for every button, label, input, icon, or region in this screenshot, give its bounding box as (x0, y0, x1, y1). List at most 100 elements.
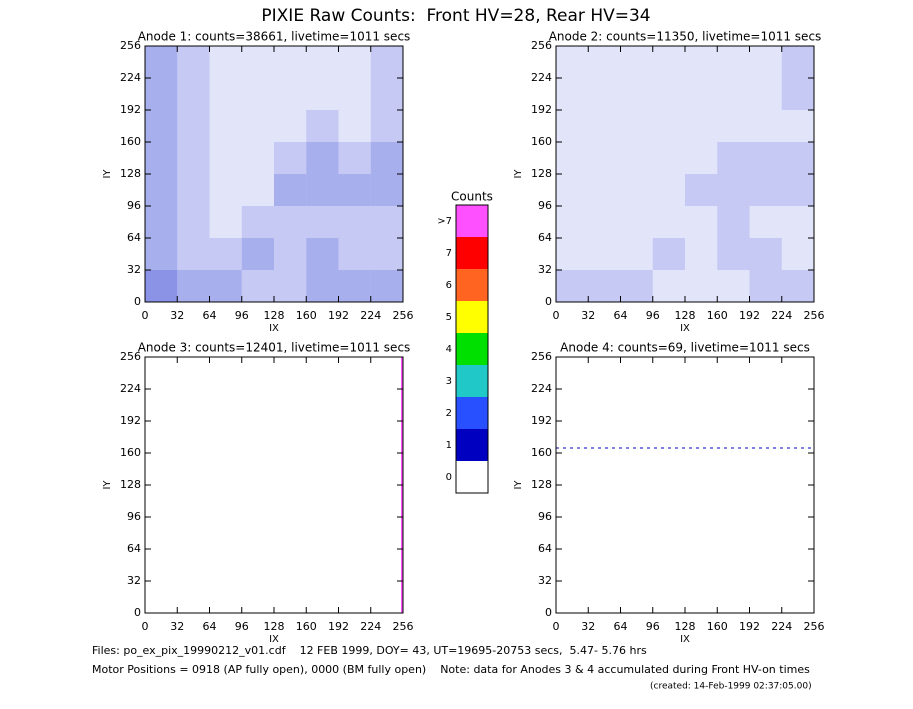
density-cell (781, 110, 814, 142)
density-cell (241, 206, 274, 238)
y-axis-label: IY (513, 480, 524, 490)
colorbar-label: 4 (446, 344, 452, 355)
y-tick-label: 32 (127, 574, 141, 587)
density-cell (781, 46, 814, 78)
density-cell (588, 238, 621, 270)
footer-created: (created: 14-Feb-1999 02:37:05.00) (650, 682, 812, 692)
density-cell (717, 78, 750, 110)
panel-title: Anode 1: counts=38661, livetime=1011 sec… (138, 30, 411, 44)
x-tick-label: 160 (296, 620, 317, 633)
density-cell (241, 46, 274, 78)
y-tick-label: 192 (531, 103, 552, 116)
density-cell (338, 78, 371, 110)
colorbar-cell (456, 269, 488, 301)
colorbar-label: 1 (446, 440, 452, 451)
colorbar-label: >7 (437, 216, 452, 227)
y-tick-label: 224 (120, 382, 141, 395)
y-tick-label: 64 (127, 542, 141, 555)
x-tick-label: 224 (771, 620, 792, 633)
density-cell (209, 142, 242, 174)
density-cell (556, 142, 589, 174)
density-cell (749, 174, 782, 206)
density-cell (370, 270, 403, 302)
y-tick-label: 128 (531, 167, 552, 180)
y-tick-label: 128 (531, 478, 552, 491)
colorbar-label: 3 (446, 376, 452, 387)
density-cell (370, 78, 403, 110)
y-tick-label: 192 (120, 103, 141, 116)
density-cell (717, 238, 750, 270)
panel-title: Anode 2: counts=11350, livetime=1011 sec… (549, 30, 822, 44)
density-cell (145, 46, 178, 78)
density-cell (370, 142, 403, 174)
x-tick-label: 0 (553, 620, 560, 633)
density-cell (241, 270, 274, 302)
density-cell (556, 174, 589, 206)
x-axis-label: IX (680, 634, 690, 645)
density-cell (274, 110, 307, 142)
density-cell (685, 78, 718, 110)
density-cell (685, 238, 718, 270)
x-tick-label: 0 (553, 309, 560, 322)
density-cell (588, 270, 621, 302)
y-tick-label: 224 (120, 71, 141, 84)
density-cell (588, 206, 621, 238)
density-cell (652, 270, 685, 302)
y-tick-label: 0 (134, 606, 141, 619)
y-tick-label: 96 (538, 199, 552, 212)
x-tick-label: 64 (203, 309, 217, 322)
x-tick-label: 96 (646, 309, 660, 322)
density-cell (306, 206, 339, 238)
density-cell (685, 110, 718, 142)
colorbar-cell (456, 333, 488, 365)
figure-title: PIXIE Raw Counts: Front HV=28, Rear HV=3… (261, 6, 650, 26)
density-cell (781, 206, 814, 238)
density-cell (177, 270, 210, 302)
colorbar-cell (456, 461, 488, 493)
density-cell (306, 46, 339, 78)
density-cell (338, 46, 371, 78)
colorbar-cell (456, 429, 488, 461)
x-tick-label: 64 (203, 620, 217, 633)
y-tick-label: 160 (120, 446, 141, 459)
density-cell (652, 238, 685, 270)
colorbar-label: 5 (446, 312, 452, 323)
density-cell (620, 78, 653, 110)
y-tick-label: 0 (545, 295, 552, 308)
x-tick-label: 224 (360, 309, 381, 322)
density-cell (652, 78, 685, 110)
density-cell (338, 110, 371, 142)
density-cell (781, 78, 814, 110)
density-cell (306, 142, 339, 174)
density-cell (241, 142, 274, 174)
density-cell (588, 174, 621, 206)
density-cell (145, 78, 178, 110)
density-cell (306, 174, 339, 206)
density-cell (556, 238, 589, 270)
density-cell (556, 270, 589, 302)
density-cell (274, 78, 307, 110)
density-cell (652, 110, 685, 142)
density-cell (177, 78, 210, 110)
density-cell (620, 110, 653, 142)
density-cell (209, 238, 242, 270)
x-tick-label: 32 (581, 620, 595, 633)
density-cell (177, 238, 210, 270)
density-cell (177, 142, 210, 174)
y-tick-label: 96 (538, 510, 552, 523)
density-cell (177, 174, 210, 206)
density-cell (370, 46, 403, 78)
x-tick-label: 160 (707, 309, 728, 322)
density-cell (620, 206, 653, 238)
y-axis-label: IY (513, 169, 524, 179)
y-tick-label: 160 (120, 135, 141, 148)
density-cell (685, 174, 718, 206)
y-tick-label: 96 (127, 510, 141, 523)
density-cell (177, 110, 210, 142)
y-tick-label: 64 (538, 542, 552, 555)
x-tick-label: 32 (581, 309, 595, 322)
density-cell (717, 174, 750, 206)
density-cell (620, 270, 653, 302)
colorbar-label: 7 (446, 248, 452, 259)
x-tick-label: 160 (707, 620, 728, 633)
